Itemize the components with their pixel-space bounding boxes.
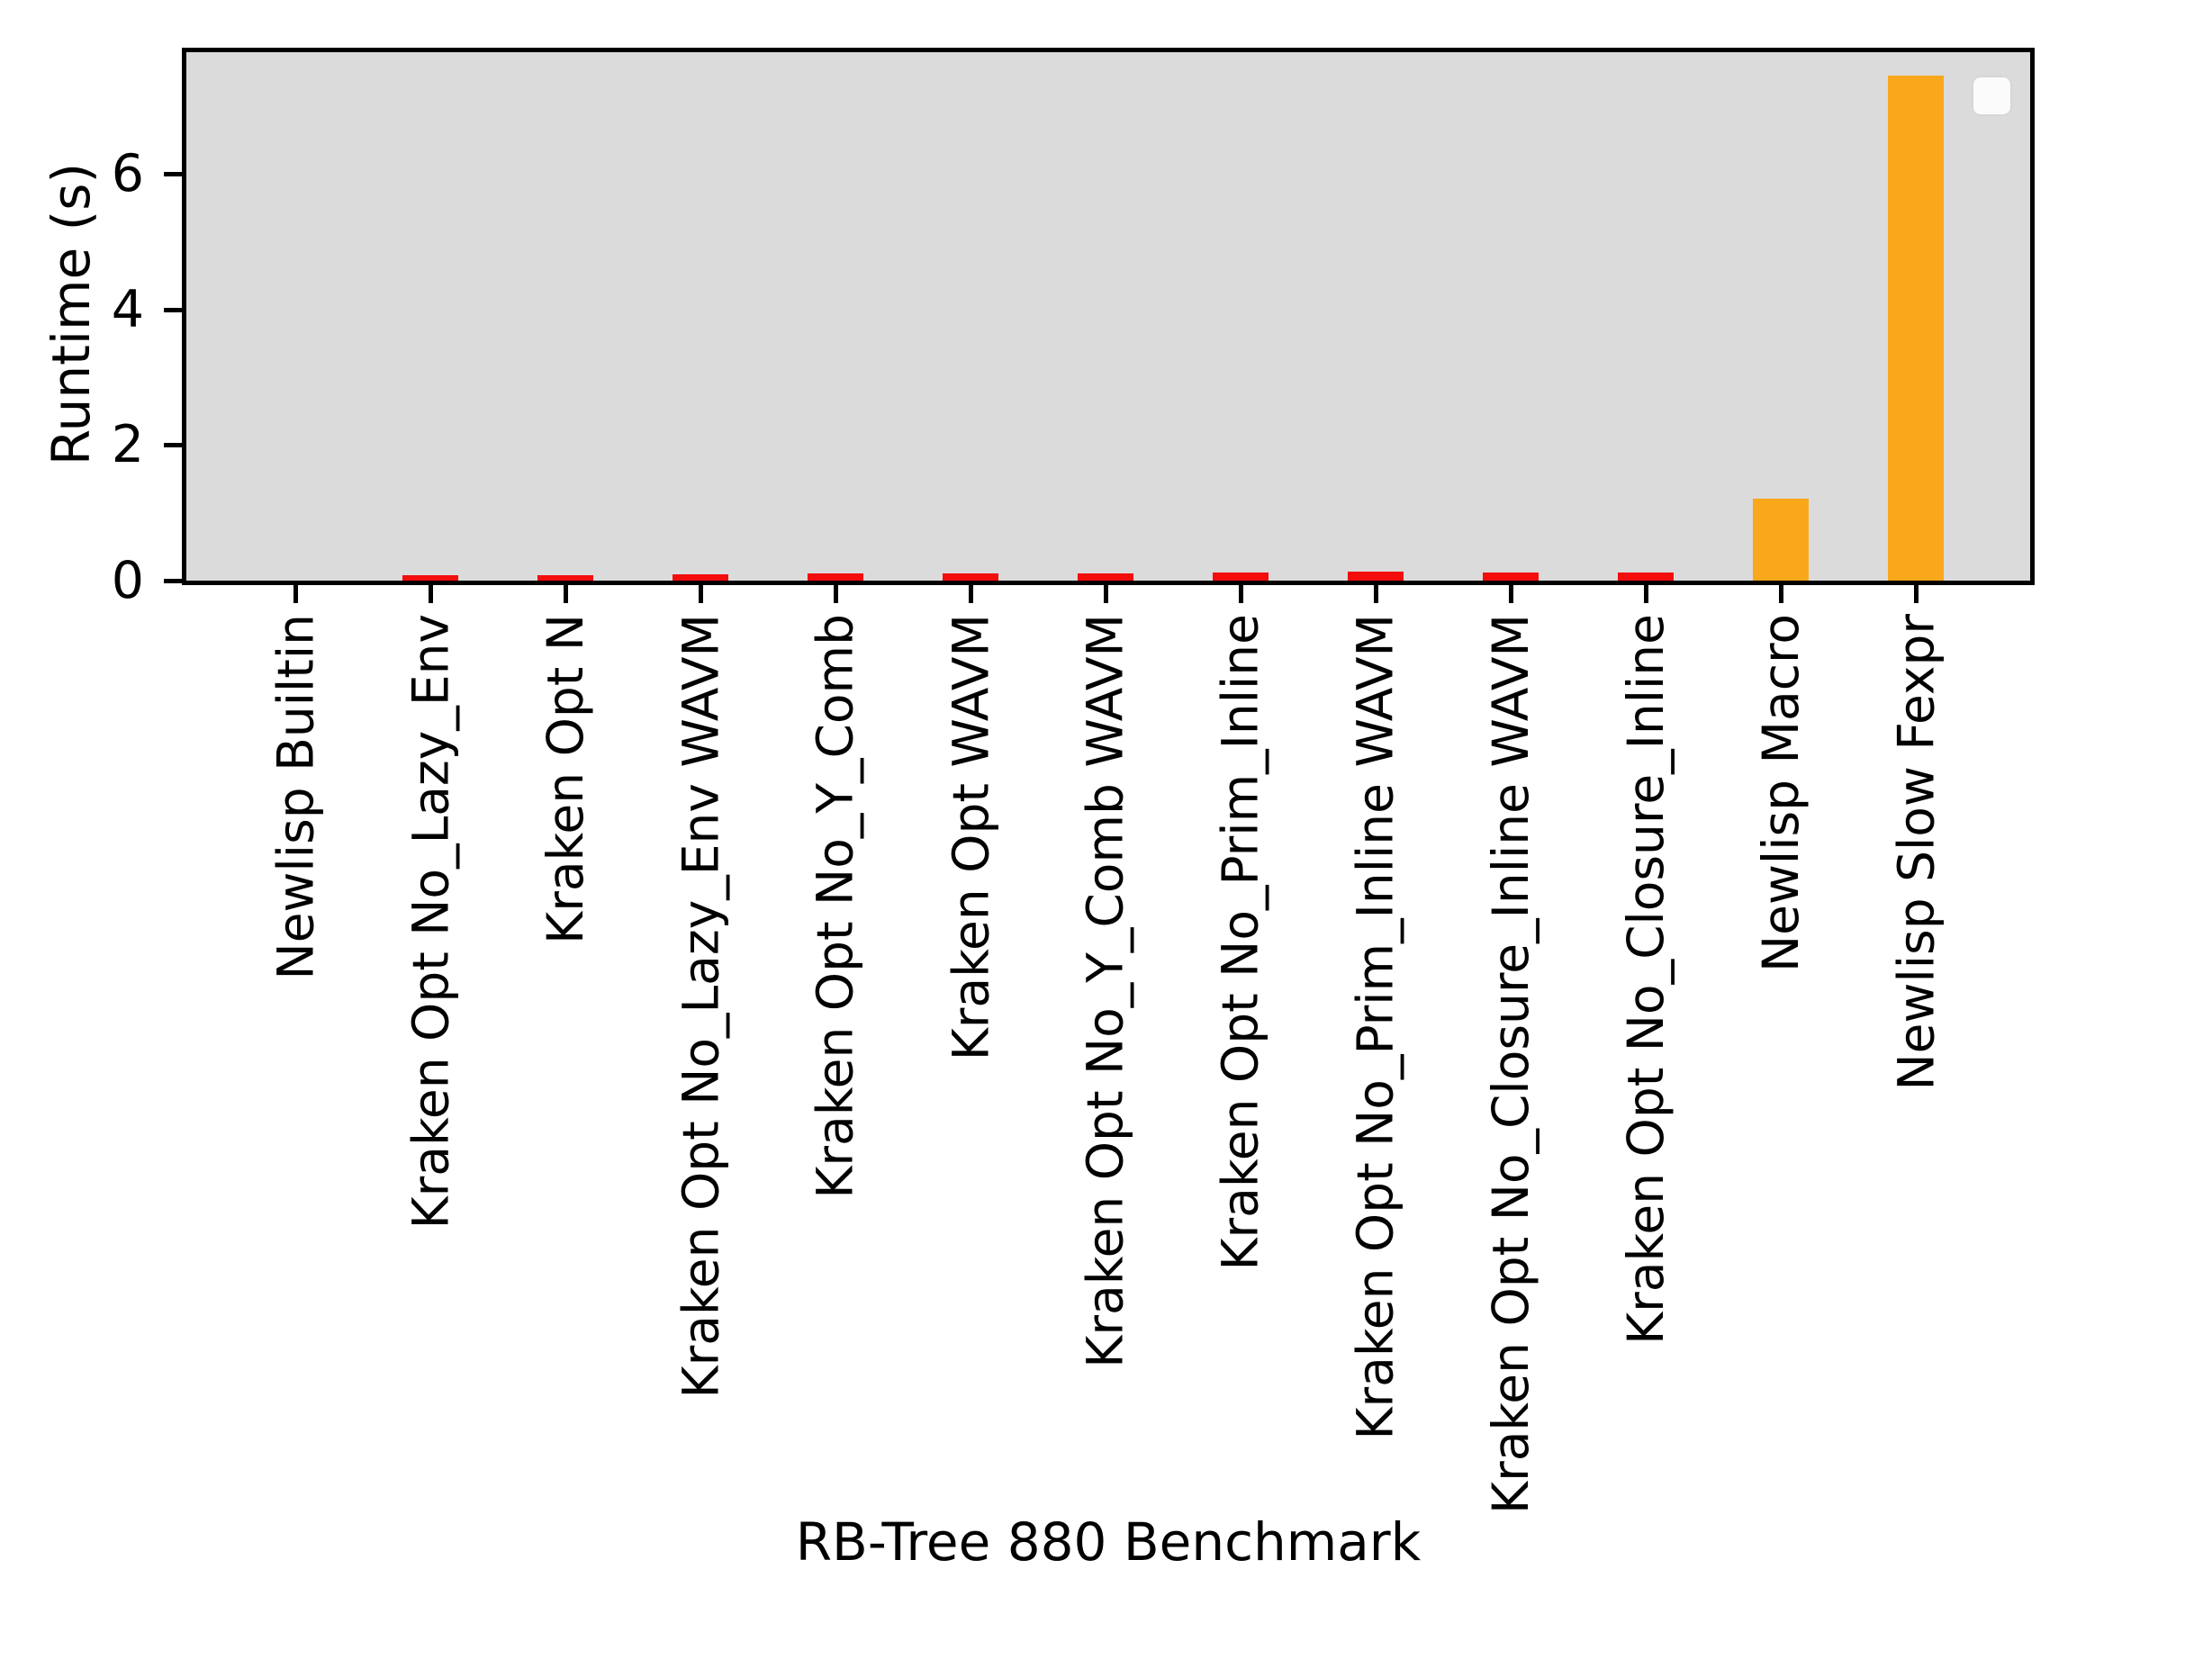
x-tick-mark [1644,585,1648,603]
x-tick-label: Newlisp Builtin [266,614,324,980]
y-axis-label-wrap: Runtime (s) [32,48,110,581]
bar [537,575,593,581]
x-tick-mark [1239,585,1243,603]
y-tick-mark [164,443,182,448]
y-tick-label: 2 [111,415,144,475]
y-tick-label: 6 [111,144,144,204]
bar [1213,573,1269,581]
x-tick-mark [429,585,433,603]
x-tick-label: Kraken Opt No_Closure_Inline [1617,614,1675,1345]
bar [1888,76,1944,581]
x-tick-label: Kraken Opt No_Prim_Inline [1212,614,1269,1271]
y-tick-mark [164,172,182,177]
y-tick-label: 4 [111,279,144,339]
x-tick-label: Kraken Opt WAVM [942,614,999,1061]
legend-box [1972,76,2012,116]
bar [1753,499,1809,581]
x-tick-mark [834,585,838,603]
x-tick-label: Kraken Opt N [537,614,594,944]
x-tick-mark [1509,585,1513,603]
y-axis-label: Runtime (s) [41,162,103,466]
bar [1348,572,1404,581]
bar [1078,573,1133,581]
x-tick-label: Kraken Opt No_Prim_Inline WAVM [1347,614,1404,1440]
x-tick-label: Kraken Opt No_Lazy_Env WAVM [672,614,729,1399]
x-tick-label: Newlisp Slow Fexpr [1887,614,1945,1091]
bar [1483,573,1539,581]
bar [402,575,458,581]
plot-area [182,48,2035,585]
x-tick-mark [1104,585,1108,603]
y-tick-label: 0 [111,551,144,610]
x-tick-label: Kraken Opt No_Lazy_Env [402,614,459,1230]
bar [1618,573,1674,581]
bar [943,573,998,581]
x-tick-mark [969,585,973,603]
x-tick-mark [1914,585,1919,603]
bar [808,573,863,581]
y-tick-mark [164,579,182,583]
x-tick-mark [293,585,298,603]
x-tick-mark [699,585,703,603]
x-tick-label: Kraken Opt No_Y_Comb WAVM [1077,614,1134,1368]
x-tick-mark [1374,585,1378,603]
x-axis-label: RB-Tree 880 Benchmark [795,1511,1422,1573]
x-tick-mark [564,585,568,603]
y-tick-mark [164,307,182,312]
x-tick-label: Kraken Opt No_Closure_Inline WAVM [1482,614,1539,1514]
bar [673,574,728,581]
x-tick-label: Kraken Opt No_Y_Comb [807,614,864,1199]
x-tick-mark [1779,585,1783,603]
x-tick-label: Newlisp Macro [1752,614,1810,973]
